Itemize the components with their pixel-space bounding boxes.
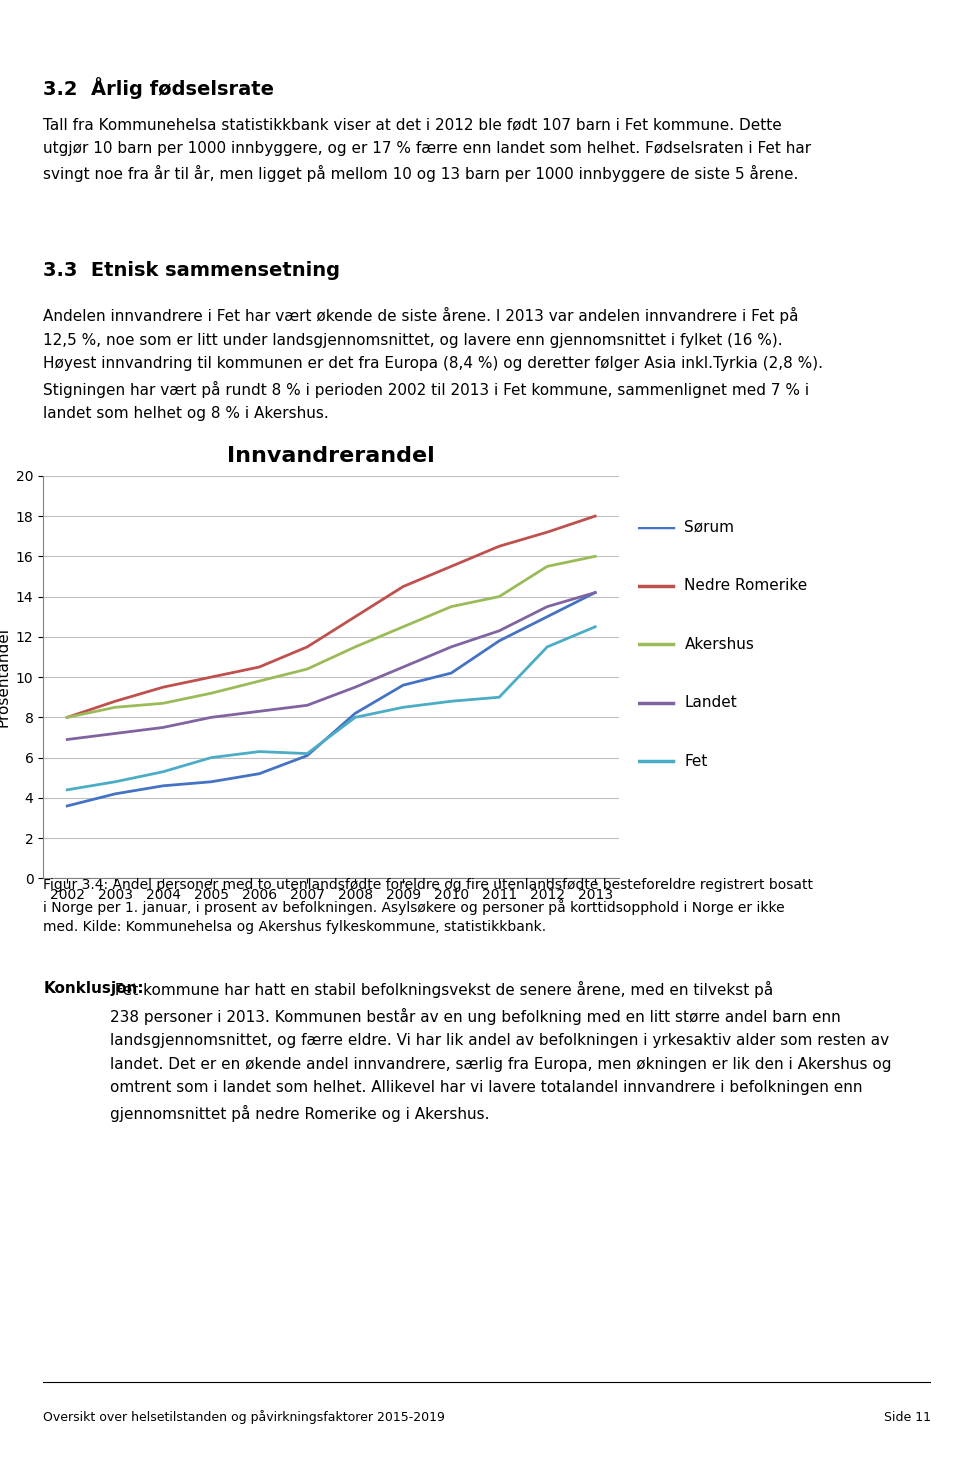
Nedre Romerike bbox=[397, 578, 409, 596]
Nedre Romerike bbox=[109, 692, 121, 710]
Text: Fet: Fet bbox=[684, 754, 708, 769]
Text: Landet: Landet bbox=[684, 695, 737, 710]
Fet bbox=[493, 688, 505, 706]
Text: Tall fra Kommunehelsa statistikkbank viser at det i 2012 ble født 107 barn i Fet: Tall fra Kommunehelsa statistikkbank vis… bbox=[43, 117, 811, 183]
Akershus bbox=[157, 694, 169, 712]
Line: Landet: Landet bbox=[67, 593, 595, 739]
Sørum bbox=[61, 796, 73, 814]
Text: Konklusjon:: Konklusjon: bbox=[43, 981, 144, 996]
Landet bbox=[541, 597, 553, 615]
Text: Akershus: Akershus bbox=[684, 637, 755, 651]
Landet bbox=[397, 659, 409, 676]
Landet bbox=[349, 678, 361, 695]
Landet bbox=[205, 709, 217, 726]
Akershus bbox=[493, 587, 505, 606]
Fet bbox=[445, 692, 457, 710]
Text: Side 11: Side 11 bbox=[884, 1411, 931, 1423]
Landet bbox=[445, 638, 457, 656]
Akershus bbox=[397, 618, 409, 635]
Nedre Romerike bbox=[253, 659, 265, 676]
Landet bbox=[301, 697, 313, 714]
Nedre Romerike bbox=[445, 558, 457, 575]
Sørum bbox=[109, 785, 121, 802]
Akershus bbox=[301, 660, 313, 678]
Fet bbox=[301, 745, 313, 763]
Text: Figur 3.4: Andel personer med to utenlandsfødte foreldre og fire utenlandsfødte : Figur 3.4: Andel personer med to utenlan… bbox=[43, 878, 813, 934]
Fet bbox=[157, 763, 169, 780]
Akershus bbox=[589, 548, 601, 565]
Akershus bbox=[61, 709, 73, 726]
Fet bbox=[253, 742, 265, 760]
Text: Sørum: Sørum bbox=[684, 520, 734, 534]
Text: Andelen innvandrere i Fet har vært økende de siste årene. I 2013 var andelen inn: Andelen innvandrere i Fet har vært økend… bbox=[43, 307, 824, 422]
Nedre Romerike bbox=[541, 524, 553, 542]
Akershus bbox=[205, 684, 217, 701]
Line: Nedre Romerike: Nedre Romerike bbox=[67, 515, 595, 717]
Sørum bbox=[541, 608, 553, 625]
Sørum bbox=[205, 773, 217, 791]
Nedre Romerike bbox=[301, 638, 313, 656]
Fet bbox=[397, 698, 409, 716]
Fet bbox=[61, 782, 73, 799]
Sørum bbox=[349, 704, 361, 722]
Akershus bbox=[541, 558, 553, 575]
Landet bbox=[61, 731, 73, 748]
Text: Fet kommune har hatt en stabil befolkningsvekst de senere årene, med en tilvekst: Fet kommune har hatt en stabil befolknin… bbox=[109, 981, 891, 1121]
Line: Fet: Fet bbox=[67, 627, 595, 791]
Landet bbox=[109, 725, 121, 742]
Sørum bbox=[493, 632, 505, 650]
Landet bbox=[157, 719, 169, 736]
Nedre Romerike bbox=[589, 507, 601, 524]
Text: Oversikt over helsetilstanden og påvirkningsfaktorer 2015-2019: Oversikt over helsetilstanden og påvirkn… bbox=[43, 1410, 445, 1424]
Nedre Romerike bbox=[205, 668, 217, 685]
Line: Akershus: Akershus bbox=[67, 556, 595, 717]
Sørum bbox=[157, 777, 169, 795]
Fet bbox=[541, 638, 553, 656]
Text: Nedre Romerike: Nedre Romerike bbox=[684, 578, 807, 593]
Akershus bbox=[253, 672, 265, 690]
Sørum bbox=[301, 747, 313, 764]
Landet bbox=[589, 584, 601, 602]
Nedre Romerike bbox=[157, 678, 169, 695]
Text: 3.2  Årlig fødselsrate: 3.2 Årlig fødselsrate bbox=[43, 76, 275, 100]
Nedre Romerike bbox=[349, 608, 361, 625]
Fet bbox=[109, 773, 121, 791]
Sørum bbox=[253, 764, 265, 782]
Sørum bbox=[397, 676, 409, 694]
Line: Sørum: Sørum bbox=[67, 593, 595, 805]
Y-axis label: Prosentandel: Prosentandel bbox=[0, 627, 11, 728]
Title: Innvandrerandel: Innvandrerandel bbox=[228, 447, 435, 466]
Akershus bbox=[349, 638, 361, 656]
Landet bbox=[493, 622, 505, 640]
Fet bbox=[589, 618, 601, 635]
Nedre Romerike bbox=[493, 537, 505, 555]
Akershus bbox=[445, 597, 457, 615]
Akershus bbox=[109, 698, 121, 716]
Fet bbox=[205, 750, 217, 767]
Fet bbox=[349, 709, 361, 726]
Sørum bbox=[589, 584, 601, 602]
Text: 3.3  Etnisk sammensetning: 3.3 Etnisk sammensetning bbox=[43, 262, 340, 280]
Landet bbox=[253, 703, 265, 720]
Sørum bbox=[445, 665, 457, 682]
Nedre Romerike bbox=[61, 709, 73, 726]
